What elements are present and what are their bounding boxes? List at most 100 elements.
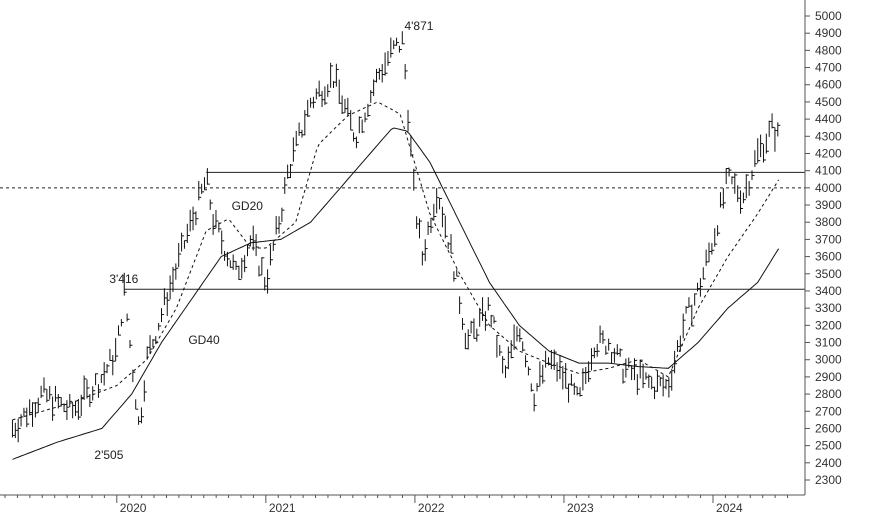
price-bar bbox=[768, 120, 772, 137]
price-bar bbox=[479, 308, 483, 327]
y-tick-label: 3900 bbox=[815, 198, 842, 212]
x-tick-label: 2021 bbox=[269, 501, 296, 515]
price-bar bbox=[553, 349, 557, 370]
price-bar bbox=[565, 362, 569, 389]
price-bar bbox=[774, 127, 778, 152]
price-bar bbox=[418, 218, 422, 239]
price-bar bbox=[255, 234, 259, 257]
price-bar bbox=[734, 173, 738, 194]
y-tick-label: 2600 bbox=[815, 421, 842, 435]
price-bar bbox=[95, 373, 99, 386]
price-bar bbox=[252, 225, 256, 251]
y-tick-label: 3100 bbox=[815, 336, 842, 350]
price-bar bbox=[622, 368, 626, 384]
price-bar bbox=[705, 249, 709, 266]
price-bar bbox=[413, 168, 417, 191]
x-tick-label: 2022 bbox=[418, 501, 445, 515]
price-bar bbox=[717, 225, 721, 237]
price-bar bbox=[490, 314, 494, 328]
price-bar bbox=[542, 364, 546, 384]
price-bar bbox=[269, 245, 273, 266]
price-bar bbox=[633, 358, 637, 381]
price-bar bbox=[175, 263, 179, 280]
price-bar bbox=[602, 330, 606, 344]
price-bar bbox=[771, 113, 775, 129]
price-bar bbox=[568, 383, 572, 403]
price-bar bbox=[149, 335, 153, 355]
price-bar bbox=[264, 276, 268, 291]
price-bar bbox=[34, 402, 38, 418]
price-bar bbox=[118, 325, 122, 336]
price-bar bbox=[668, 377, 672, 398]
price-bar bbox=[396, 37, 400, 46]
price-bar bbox=[80, 394, 84, 417]
price-bar bbox=[393, 40, 397, 50]
price-bar bbox=[378, 68, 382, 80]
price-bar bbox=[545, 350, 549, 368]
price-bar bbox=[209, 199, 213, 210]
ma-gd20-line bbox=[12, 102, 780, 421]
price-bar bbox=[645, 372, 649, 380]
price-bar bbox=[436, 188, 440, 214]
price-bar bbox=[625, 358, 629, 378]
price-bar bbox=[439, 197, 443, 210]
price-bar bbox=[642, 363, 646, 389]
y-tick-label: 3300 bbox=[815, 301, 842, 315]
moving-averages bbox=[12, 102, 780, 460]
price-bar bbox=[77, 398, 81, 420]
price-bar bbox=[52, 396, 56, 421]
y-tick-label: 2900 bbox=[815, 370, 842, 384]
price-bar bbox=[86, 379, 90, 399]
price-bar bbox=[89, 394, 93, 408]
price-bar bbox=[158, 323, 162, 331]
price-bar bbox=[29, 399, 33, 416]
price-bar bbox=[140, 407, 144, 424]
price-bar bbox=[370, 90, 374, 103]
price-bar bbox=[232, 254, 236, 270]
price-bar bbox=[725, 167, 729, 185]
price-bar bbox=[484, 311, 488, 331]
price-bar bbox=[146, 346, 150, 360]
price-bar bbox=[496, 334, 500, 358]
price-bar bbox=[129, 340, 133, 349]
price-bar bbox=[745, 174, 749, 199]
price-bar bbox=[562, 365, 566, 390]
price-bar bbox=[23, 407, 27, 417]
price-bar bbox=[261, 257, 265, 276]
price-bar bbox=[433, 203, 437, 221]
price-bar bbox=[504, 365, 508, 378]
price-bar bbox=[616, 344, 620, 356]
price-bar bbox=[387, 50, 391, 66]
price-bar bbox=[416, 216, 420, 229]
price-bar bbox=[482, 297, 486, 321]
price-bar bbox=[206, 168, 210, 185]
price-bar bbox=[536, 383, 540, 392]
y-tick-label: 4300 bbox=[815, 129, 842, 143]
price-bar bbox=[57, 393, 61, 409]
price-bar bbox=[450, 234, 454, 254]
price-bar bbox=[685, 306, 689, 314]
price-bar bbox=[694, 293, 698, 306]
price-bar bbox=[688, 297, 692, 308]
price-bar bbox=[516, 326, 520, 342]
y-tick-label: 4800 bbox=[815, 43, 842, 57]
y-axis-ticks: 2300 2400 2500 2600 2700 2800 2900 3000 3100 3200… bbox=[805, 9, 842, 487]
price-bar bbox=[364, 112, 368, 123]
price-bar bbox=[525, 355, 529, 368]
price-bar bbox=[275, 216, 279, 235]
price-bar bbox=[267, 269, 271, 294]
price-bar bbox=[499, 344, 503, 356]
price-bar bbox=[69, 394, 73, 408]
price-bar bbox=[722, 187, 726, 209]
price-bar bbox=[636, 374, 640, 395]
y-tick-label: 3800 bbox=[815, 215, 842, 229]
price-bar bbox=[444, 215, 448, 239]
price-bar bbox=[106, 363, 110, 374]
price-bar bbox=[702, 267, 706, 280]
price-bar bbox=[63, 403, 67, 413]
price-bar bbox=[166, 292, 170, 317]
price-bar bbox=[375, 68, 379, 83]
price-bar bbox=[135, 399, 139, 410]
price-bar bbox=[656, 370, 660, 392]
price-bar bbox=[315, 88, 319, 100]
